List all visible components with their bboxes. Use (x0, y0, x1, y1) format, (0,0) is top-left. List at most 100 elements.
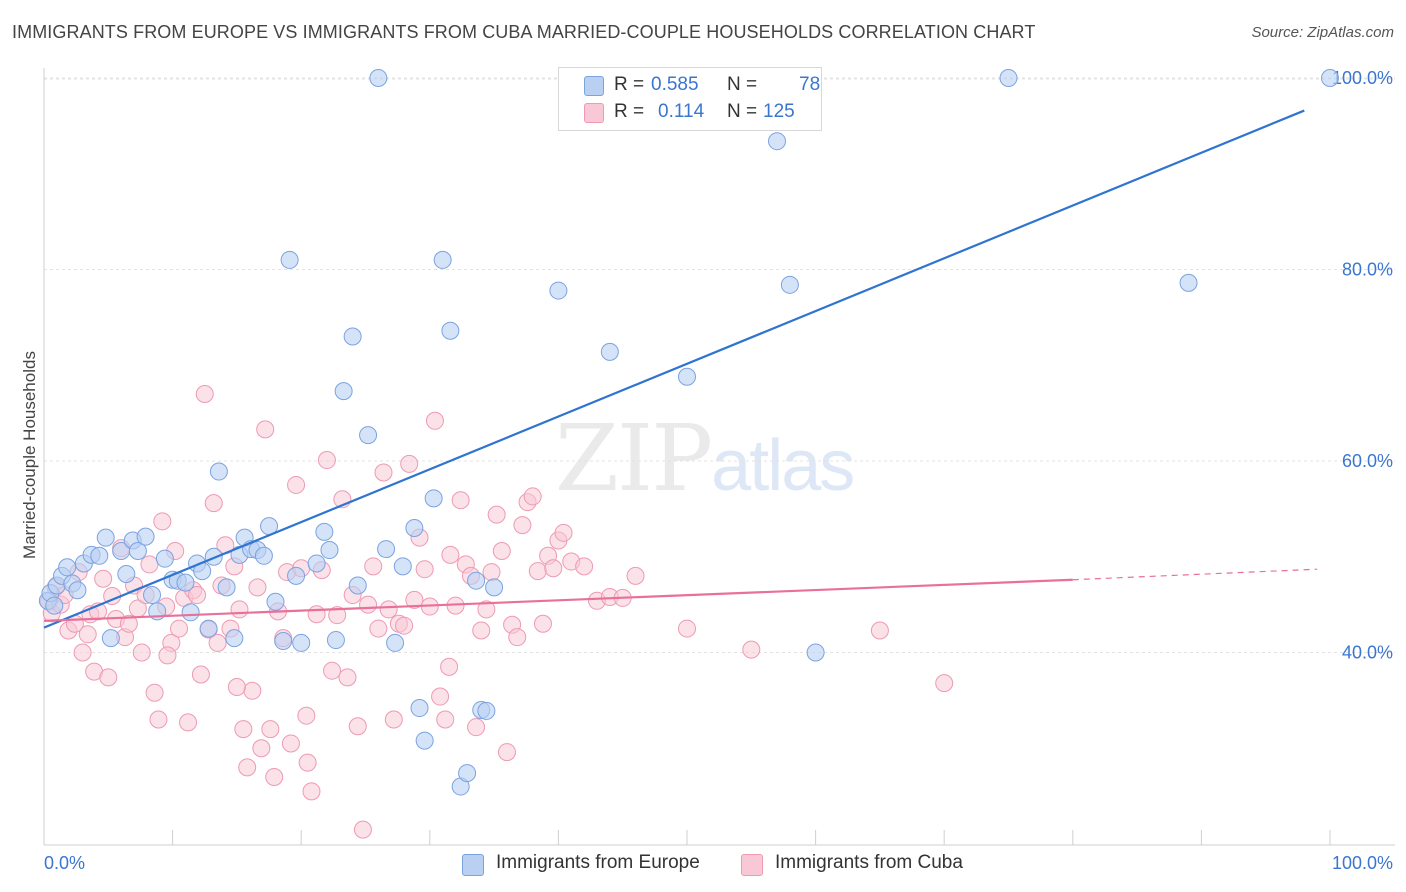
cuba-point (374, 463, 393, 482)
cuba-legend-swatch (741, 854, 763, 876)
y-tick-label: 60.0% (1342, 451, 1393, 471)
cuba-point (364, 557, 383, 576)
cuba-point (492, 542, 511, 561)
cuba-point (467, 718, 486, 737)
europe-point (58, 558, 77, 577)
cuba-point (544, 559, 563, 578)
europe-point (274, 632, 293, 651)
cuba-point (158, 646, 177, 665)
cuba-point (338, 668, 357, 687)
cuba-point (528, 562, 547, 581)
cuba-point (298, 753, 317, 772)
cuba-point (179, 713, 198, 732)
cuba-point (440, 657, 459, 676)
cuba-point (400, 454, 419, 473)
tick-labels: 40.0% 60.0% 80.0% 100.0% 0.0% 100.0% (44, 68, 1393, 873)
axes (43, 68, 1395, 846)
europe-point (780, 275, 799, 294)
n-label: N = (727, 101, 758, 122)
legend-row-europe: R = 0.585 N = 78 (559, 73, 821, 100)
n-label: N = (727, 74, 758, 95)
cuba-point (132, 643, 151, 662)
europe-point (266, 592, 285, 611)
cuba-point (441, 545, 460, 564)
europe-point (204, 547, 223, 566)
europe-point (326, 631, 345, 650)
europe-point (155, 549, 174, 568)
europe-point (307, 554, 326, 573)
cuba-trend-extension (1072, 568, 1318, 581)
europe-point (549, 281, 568, 300)
europe-point (254, 546, 273, 565)
europe-trend-line (43, 109, 1305, 629)
cuba-point (379, 600, 398, 619)
cuba-point (425, 411, 444, 430)
cuba-point (415, 560, 434, 579)
europe-point (128, 542, 147, 561)
cuba-n-value: 125 (763, 101, 795, 122)
cuba-r-value: 0.114 (658, 101, 705, 122)
europe-point (458, 764, 477, 783)
cuba-point (353, 820, 372, 839)
cuba-point (487, 505, 506, 524)
europe-point (199, 619, 218, 638)
europe-point (1321, 69, 1339, 87)
europe-point (320, 541, 339, 560)
cuba-point (243, 681, 262, 700)
europe-point (287, 566, 306, 585)
europe-point (176, 573, 195, 592)
europe-point (377, 540, 396, 559)
europe-point (415, 731, 434, 750)
y-tick-label: 100.0% (1332, 68, 1393, 88)
cuba-point (281, 734, 300, 753)
europe-point (441, 321, 460, 340)
europe-point (136, 527, 155, 546)
europe-point (410, 699, 429, 718)
cuba-point (208, 633, 227, 652)
europe-point (359, 426, 378, 445)
europe-point (90, 546, 109, 565)
cuba-point (533, 614, 552, 633)
europe-point (280, 250, 299, 269)
cuba-point (523, 487, 542, 506)
cuba-point (935, 674, 954, 693)
europe-point (117, 564, 136, 583)
cuba-point (323, 661, 342, 680)
y-tick-label: 80.0% (1342, 260, 1393, 280)
europe-point (678, 367, 696, 386)
cuba-point (508, 628, 527, 647)
europe-point (143, 586, 162, 605)
europe-r-value: 0.585 (651, 74, 699, 95)
europe-point (225, 629, 244, 648)
europe-point (485, 578, 504, 597)
cuba-point (73, 643, 92, 662)
cuba-point (575, 557, 594, 576)
cuba-point (227, 677, 246, 696)
europe-point (101, 629, 120, 648)
trend-lines (43, 109, 1318, 629)
legend-row-cuba: R = 0.114 N = 125 (559, 100, 821, 127)
cuba-point (348, 717, 367, 736)
europe-point (348, 576, 367, 595)
europe-points (38, 69, 1339, 796)
watermark-zip: ZIP (555, 405, 713, 512)
cuba-point (238, 758, 257, 777)
cuba-point (405, 590, 424, 609)
cuba-point (248, 578, 267, 597)
watermark: ZIPatlas (555, 405, 855, 512)
cuba-point (153, 512, 172, 531)
cuba-point (431, 687, 450, 706)
watermark-atlas: atlas (711, 426, 855, 506)
europe-point (217, 578, 236, 597)
europe-point (181, 603, 200, 622)
europe-swatch (584, 76, 604, 96)
europe-point (405, 519, 424, 538)
europe-point (96, 528, 115, 547)
source-label: Source: ZipAtlas.com (1251, 24, 1394, 41)
europe-point (1179, 273, 1198, 292)
cuba-swatch (584, 103, 604, 123)
europe-point (68, 581, 87, 600)
europe-legend-label: Immigrants from Europe (496, 852, 700, 873)
cuba-point (78, 625, 97, 644)
